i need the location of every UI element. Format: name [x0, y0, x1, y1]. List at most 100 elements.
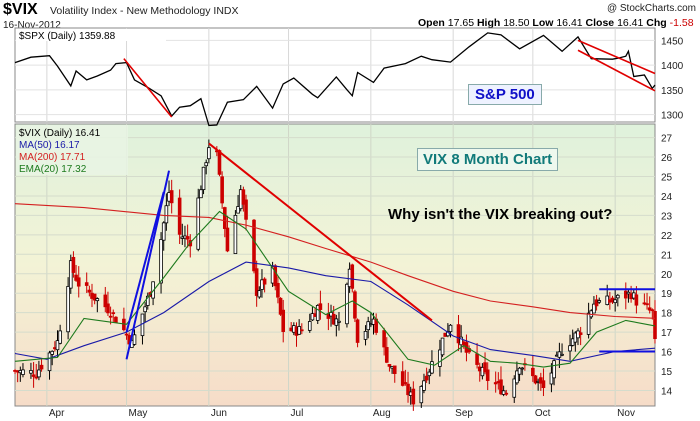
vix-candle-body	[501, 390, 506, 395]
vix-candle-body	[400, 371, 405, 386]
vix-candle-body	[222, 207, 227, 229]
spx-legend-bg	[16, 29, 166, 41]
vix-candle-body	[300, 329, 304, 332]
vix-candle-body	[225, 227, 230, 252]
ma50-line	[14, 261, 656, 362]
x-tick-label-may: May	[129, 408, 148, 419]
question-callout-text: Why isn't the VIX breaking out?	[388, 206, 613, 223]
vix-candle-body	[626, 291, 631, 295]
vix-candle-body	[597, 300, 602, 303]
vix-candle-body	[39, 364, 44, 370]
vix-candle-body	[406, 383, 410, 396]
vix-candle-body	[337, 320, 341, 323]
vix-candle-body	[87, 289, 92, 293]
vix-y-tick-label: 23	[661, 211, 673, 222]
vix-candle-body	[276, 282, 280, 298]
vix-candle-body	[403, 382, 408, 384]
vix-candle-body	[132, 334, 137, 345]
x-tick-label-nov: Nov	[617, 408, 635, 419]
vix-candle-body	[515, 370, 519, 384]
vix-candle-body	[71, 256, 76, 273]
vix-candle-body	[440, 337, 445, 356]
vix-candle-body	[411, 388, 416, 405]
vix-candle-body	[66, 286, 70, 333]
vix-candle-body	[114, 316, 118, 323]
vix-candle-body	[196, 197, 201, 250]
vix-title-callout: VIX 8 Month Chart	[417, 148, 559, 171]
vix-candle-body	[560, 353, 564, 356]
vix-candle-body	[578, 332, 583, 335]
vix-candle-body	[273, 265, 278, 287]
vix-candle-body	[382, 330, 386, 348]
vix-candle-body	[55, 340, 60, 351]
vix-y-tick-label: 26	[661, 153, 673, 164]
open-label: Open	[418, 17, 445, 29]
vix-candle-body	[499, 379, 503, 395]
vix-candle-body	[204, 162, 209, 167]
symbol-full-name: Volatility Index - New Methodology	[50, 5, 211, 17]
vix-y-tick-label: 27	[661, 134, 673, 145]
vix-y-tick-label: 15	[661, 367, 673, 378]
low-label: Low	[532, 17, 554, 29]
vix-candle-body	[350, 264, 355, 289]
symbol-name: Volatility Index - New Methodology INDX	[50, 5, 239, 17]
vix-candle-body	[169, 190, 174, 204]
low-value: 16.41	[556, 17, 583, 29]
vix-candle-body	[217, 150, 222, 175]
vix-candle-body	[31, 374, 36, 377]
spx-panel	[14, 27, 656, 123]
vix-candle-body	[161, 222, 166, 241]
vix-candle-body	[262, 278, 267, 285]
vix-candle-body	[108, 315, 113, 318]
vix-candle-body	[387, 364, 392, 367]
vix-candle-body	[50, 350, 54, 355]
vix-candle-body	[623, 290, 628, 299]
vix-candle-body	[384, 347, 389, 363]
vix-candle-body	[456, 324, 461, 344]
vix-candle-body	[315, 305, 320, 321]
vix-candle-body	[164, 205, 169, 224]
vix-candle-body	[92, 293, 97, 301]
vix-candle-body	[257, 290, 262, 298]
vix-candle-body	[592, 303, 596, 314]
vix-title-callout-text: VIX 8 Month Chart	[423, 151, 553, 168]
vix-y-tick-label: 20	[661, 270, 673, 281]
vix-candle-body	[645, 303, 649, 306]
vix-candle-body	[650, 309, 655, 312]
vix-candle-body	[201, 166, 206, 190]
vix-candle-body	[653, 310, 657, 340]
vix-candle-body	[111, 312, 116, 315]
vix-y-tick-label: 19	[661, 289, 673, 300]
ma200-line	[14, 203, 656, 319]
chart-date: 16-Nov-2012	[3, 20, 61, 31]
vix-legend-ema20: EMA(20) 17.32	[19, 164, 87, 175]
vix-candle-body	[254, 268, 259, 296]
vix-candle-body	[233, 214, 238, 255]
vix-candle-body	[29, 370, 33, 374]
vix-candle-body	[207, 147, 211, 160]
vix-candle-body	[220, 176, 224, 204]
high-value: 18.50	[503, 17, 530, 29]
vix-candle-body	[647, 307, 652, 311]
vix-trendline-2	[125, 191, 165, 333]
vix-trendline-0	[208, 142, 433, 322]
x-tick-label-jun: Jun	[211, 408, 227, 419]
vix-candle-body	[448, 324, 453, 333]
vix-candle-body	[353, 291, 357, 319]
chg-label: Chg	[646, 17, 667, 29]
vix-candle-body	[307, 321, 312, 331]
vix-candle-body	[392, 365, 397, 375]
vix-legend-ma50: MA(50) 16.17	[19, 140, 80, 151]
vix-candle-body	[159, 239, 163, 284]
vix-candle-body	[504, 392, 509, 395]
vix-y-tick-label: 16	[661, 348, 673, 359]
vix-candle-body	[422, 380, 426, 391]
exchange-label: INDX	[213, 5, 239, 17]
vix-candle-body	[517, 367, 522, 375]
vix-candle-body	[318, 303, 323, 310]
vix-legend-price: $VIX (Daily) 16.41	[19, 128, 101, 139]
vix-y-tick-label: 17	[661, 328, 673, 339]
vix-candle-body	[512, 378, 517, 398]
vix-candle-body	[145, 295, 150, 306]
vix-candle-body	[586, 312, 591, 335]
